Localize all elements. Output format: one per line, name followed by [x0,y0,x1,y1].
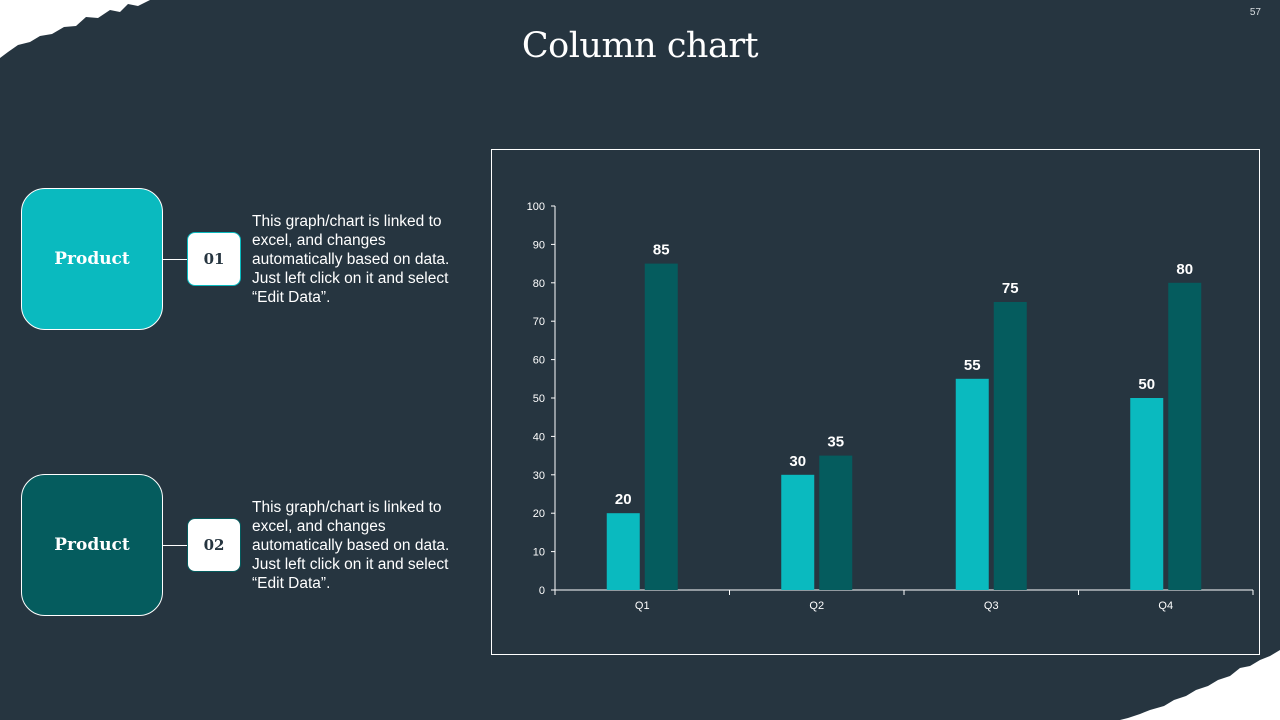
bar-q1-series-2 [644,263,678,590]
bar-q4-series-1 [1130,398,1164,590]
data-label-q4-series-2: 80 [1176,261,1193,278]
connector-line-2 [163,545,188,546]
y-tick-label-9: 90 [533,239,545,251]
page-title: Column chart [521,26,759,66]
torn-paper-top-left [0,0,150,58]
bar-q2-series-2 [819,455,853,590]
torn-paper-bottom-right [1120,650,1280,720]
x-tick-label-q1: Q1 [635,600,650,612]
y-tick-label-10: 100 [527,201,545,213]
badge-number-1: 01 [203,250,225,268]
slide-number: 57 [1249,7,1261,18]
y-tick-label-4: 40 [533,431,545,443]
product-description-1: This graph/chart is linked to excel, and… [252,213,450,306]
bar-q3-series-1 [955,378,989,590]
data-label-q3-series-1: 55 [964,357,981,374]
product-card-1: Product [21,188,163,330]
data-label-q2-series-1: 30 [789,453,806,470]
y-tick-label-3: 30 [533,470,545,482]
product-label-2: Product [54,535,130,555]
column-chart[interactable]: 0 10 20 30 40 50 60 70 80 90 100 Q1 20 85 Q2 30 35 Q3 55 75… [492,150,1259,654]
y-tick-label-6: 60 [533,355,545,367]
number-badge-2: 02 [187,518,241,572]
data-label-q1-series-1: 20 [615,491,632,508]
y-tick-label-1: 10 [533,547,545,559]
data-label-q1-series-2: 85 [653,242,670,259]
x-tick-label-q3: Q3 [984,600,999,612]
y-tick-label-7: 70 [533,316,545,328]
badge-number-2: 02 [203,536,225,554]
column-chart-frame[interactable]: 0 10 20 30 40 50 60 70 80 90 100 Q1 20 85 Q2 30 35 Q3 55 75… [491,149,1260,655]
data-label-q3-series-2: 75 [1002,280,1019,297]
y-tick-label-5: 50 [533,393,545,405]
y-tick-label-8: 80 [533,278,545,290]
x-tick-label-q2: Q2 [809,600,824,612]
connector-line-1 [163,259,188,260]
bar-q2-series-1 [781,474,815,590]
product-description-2: This graph/chart is linked to excel, and… [252,499,450,592]
bar-q1-series-1 [606,513,640,590]
bar-q3-series-2 [993,302,1027,590]
x-tick-label-q4: Q4 [1158,600,1173,612]
product-label-1: Product [54,249,130,269]
y-tick-label-0: 0 [539,585,545,597]
y-tick-label-2: 20 [533,508,545,520]
product-card-2: Product [21,474,163,616]
data-label-q4-series-1: 50 [1138,376,1155,393]
bar-q4-series-2 [1168,282,1202,590]
data-label-q2-series-2: 35 [827,434,844,451]
number-badge-1: 01 [187,232,241,286]
